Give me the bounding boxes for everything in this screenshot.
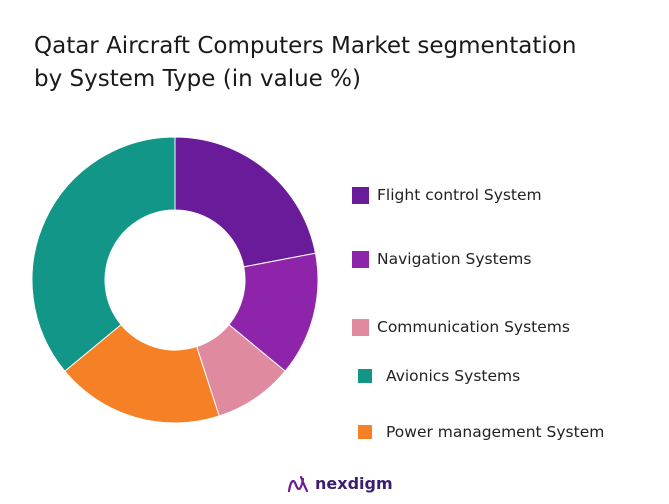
donut-slice-power-management-system: [64, 323, 220, 424]
chart-title: Qatar Aircraft Computers Market segmenta…: [34, 30, 634, 96]
legend-swatch-avionics: [358, 369, 372, 383]
legend-item-flight-control: Flight control System: [352, 186, 542, 204]
nexdigm-logo-icon: [287, 475, 309, 492]
legend-swatch-navigation: [352, 250, 369, 268]
donut-slice-avionics-systems: [31, 136, 176, 372]
legend-swatch-communication: [352, 318, 369, 336]
nexdigm-logo: nexdigm: [287, 474, 393, 493]
legend-swatch-power-management: [358, 425, 372, 439]
legend-label-communication: Communication Systems: [377, 318, 570, 336]
chart-title-line-2: by System Type (in value %): [34, 66, 361, 92]
chart-title-line-1: Qatar Aircraft Computers Market segmenta…: [34, 33, 577, 59]
legend-label-power-management: Power management System: [386, 423, 605, 441]
legend-swatch-flight-control: [352, 186, 369, 204]
legend-item-communication: Communication Systems: [352, 318, 570, 336]
legend-label-flight-control: Flight control System: [377, 186, 542, 204]
legend-label-navigation: Navigation Systems: [377, 250, 532, 268]
legend-label-avionics: Avionics Systems: [386, 367, 521, 385]
donut-slice-flight-control-system: [174, 136, 317, 268]
legend-item-power-management: Power management System: [358, 423, 604, 441]
nexdigm-logo-text: nexdigm: [315, 474, 393, 493]
legend-item-navigation: Navigation Systems: [352, 250, 531, 268]
legend-item-avionics: Avionics Systems: [358, 367, 520, 385]
